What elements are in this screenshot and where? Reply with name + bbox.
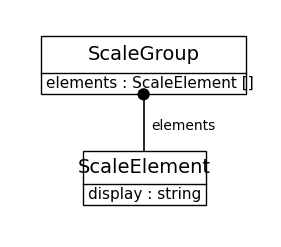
Bar	[83, 151, 206, 205]
Text: elements : ScaleElement []: elements : ScaleElement []	[46, 76, 254, 91]
Bar	[41, 36, 246, 94]
Text: ScaleGroup: ScaleGroup	[88, 45, 200, 64]
Text: elements: elements	[151, 119, 216, 133]
Text: display : string: display : string	[88, 187, 201, 202]
Text: ScaleElement: ScaleElement	[78, 158, 211, 177]
Circle shape	[138, 89, 149, 100]
